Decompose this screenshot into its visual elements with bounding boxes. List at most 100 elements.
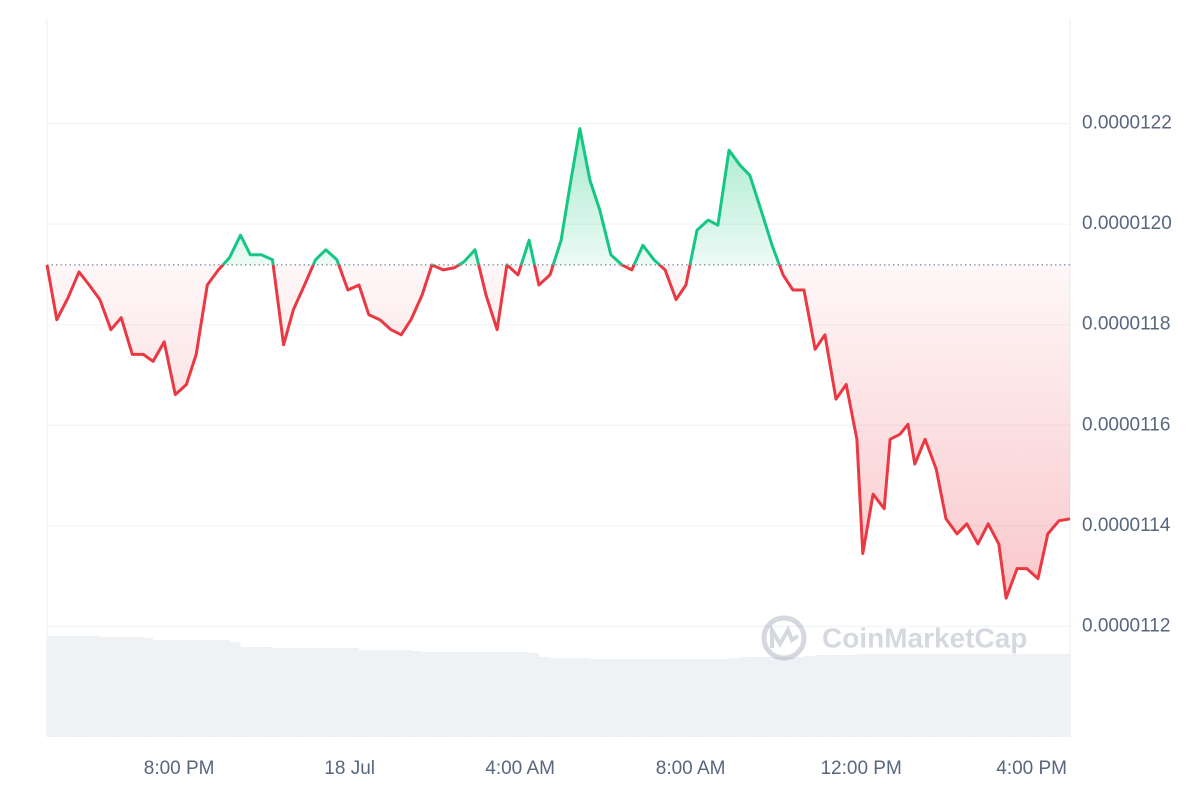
y-tick-label: 0.0000120 [1082,213,1172,234]
volume-bar [463,652,475,737]
volume-bar [538,657,550,737]
volume-bar [401,650,412,737]
price-line-up [47,127,781,265]
volume-bar [804,656,816,737]
volume-bar [925,654,937,737]
plot-layer [45,127,1071,600]
volume-bar [304,648,316,737]
volume-bar [218,640,230,737]
x-tick-label: 8:00 AM [656,758,726,779]
volume-bar [772,657,784,737]
volume-bar [1038,654,1048,737]
volume-bar [325,648,337,737]
volume-bar [873,654,885,737]
volume-bar [717,659,729,737]
y-tick-label: 0.0000122 [1082,113,1172,134]
volume-bar [153,640,165,737]
watermark-text: CoinMarketCap [822,622,1027,653]
volume-bar [561,658,571,737]
volume-bar [143,638,154,737]
volume-bar [783,657,793,737]
volume-bar [570,658,580,737]
volume-bar [121,637,133,737]
volume-bar [957,654,967,737]
volume-bar [110,637,122,737]
volume-layer [47,636,1071,737]
labels-layer: 0.0000112 0.0000114 0.0000116 0.0000118 0.00… [144,113,1172,779]
volume-bar [529,653,539,737]
volume-bar [67,636,79,737]
volume-bar [1047,654,1059,737]
volume-bar [261,647,273,737]
volume-bar [884,654,891,737]
volume-bar [47,636,57,737]
volume-bar [411,651,423,737]
volume-bar [89,636,100,737]
volume-bar [99,637,111,737]
volume-bar [610,659,623,737]
volume-bar [207,640,219,737]
volume-bar [914,654,926,737]
volume-bar [250,647,262,737]
volume-bar [676,659,686,737]
x-tick-label: 4:00 PM [996,758,1067,779]
volume-bar [196,640,208,737]
volume-bar [390,650,402,737]
x-tick-label: 12:00 PM [820,758,901,779]
volume-bar [824,655,836,737]
price-line-down [45,264,1071,600]
volume-bar [56,636,68,737]
volume-bar [1026,654,1039,737]
y-tick-label: 0.0000112 [1082,615,1170,636]
volume-bar [229,642,241,737]
watermark: CoinMarketCap [761,615,1027,661]
x-tick-label: 18 Jul [324,758,375,779]
volume-bar [336,648,348,737]
volume-bar [78,636,90,737]
volume-bar [685,659,698,737]
volume-bar [240,647,251,737]
volume-bar [315,648,326,737]
volume-bar [497,652,507,737]
area-down [47,264,1070,599]
volume-bar [697,659,709,737]
volume-bar [1017,654,1027,737]
volume-bar [518,652,530,737]
volume-bar [506,652,519,737]
volume-bar [899,654,909,737]
volume-bar [998,654,1007,737]
volume-bar [749,657,761,737]
volume-bar [908,654,915,737]
volume-bar [579,658,591,737]
volume-bar [175,640,187,737]
volume-bar [792,657,805,737]
volume-bar [474,652,487,737]
volume-bar [599,659,611,737]
volume-bar [708,659,718,737]
volume-bar [1006,654,1018,737]
volume-bar [486,652,498,737]
volume-bar [631,659,643,737]
volume-bar [890,654,900,737]
volume-bar [665,659,677,737]
volume-bar [653,659,666,737]
volume-bar [977,654,989,737]
volume-bar [272,648,284,737]
volume-bar [936,654,946,737]
volume-bar [966,654,978,737]
volume-bar [164,640,176,737]
volume-bar [862,654,874,737]
volume-bar [760,657,773,737]
volume-bar [422,652,432,737]
volume-bar [132,637,144,737]
volume-bar [835,655,847,737]
volume-bar [431,652,443,737]
volume-bar [293,648,305,737]
volume-bar [856,654,863,737]
volume-bar [1058,654,1070,737]
x-tick-label: 8:00 PM [144,758,215,779]
volume-bar [815,655,825,737]
volume-bar [1070,654,1071,737]
